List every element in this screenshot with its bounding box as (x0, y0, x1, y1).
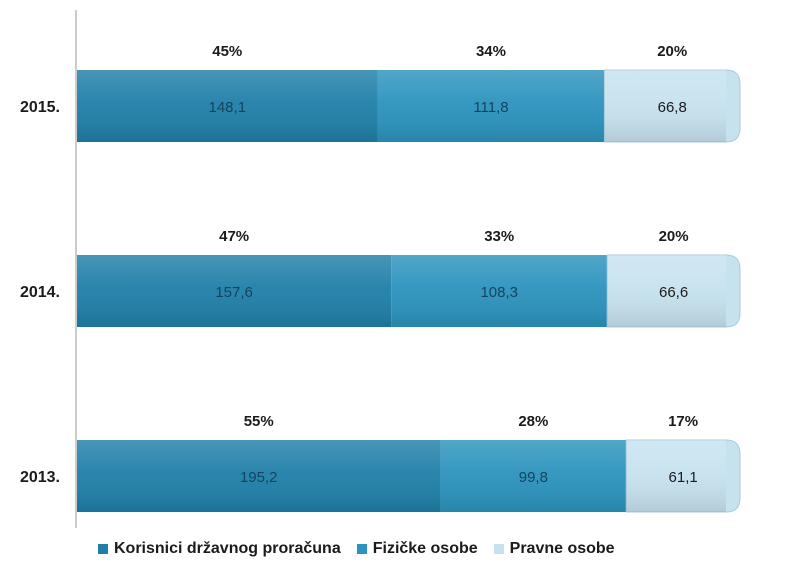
share-label-2015-pravne: 20% (657, 43, 687, 60)
legend-item-korisnici: Korisnici državnog proračuna (98, 540, 341, 558)
legend-swatch-fizicke (356, 544, 367, 554)
bar-shine-2013-korisnici (77, 440, 441, 512)
share-label-2014-pravne: 20% (659, 228, 689, 245)
bar-shine-2015-pravne (604, 70, 726, 142)
bar-shine-2014-korisnici (77, 255, 392, 327)
value-label-2014-fizicke: 108,3 (480, 284, 518, 301)
share-label-2013-korisnici: 55% (244, 413, 274, 430)
bar-shine-2015-fizicke (377, 70, 605, 142)
bar-shine-2014-pravne (607, 255, 726, 327)
bar-shine-2014-fizicke (391, 255, 608, 327)
value-label-2015-pravne: 66,8 (658, 99, 687, 116)
value-label-2013-korisnici: 195,2 (240, 469, 278, 486)
bars-group: 148,1 45% 111,8 34% 66,8 20% 157,6 47% 108,3 33% 6… (77, 43, 741, 513)
category-label-2013: 2013. (20, 469, 60, 486)
share-label-2015-fizicke: 34% (476, 43, 506, 60)
legend-label-korisnici: Korisnici državnog proračuna (114, 540, 341, 557)
legend-item-fizicke: Fizičke osobe (356, 540, 478, 558)
legend-label-fizicke: Fizičke osobe (372, 540, 478, 557)
share-label-2014-korisnici: 47% (219, 228, 249, 245)
bar-shine-2013-pravne (626, 440, 726, 512)
share-label-2013-pravne: 17% (668, 413, 698, 430)
value-label-2013-pravne: 61,1 (669, 469, 698, 486)
legend-swatch-pravne (493, 544, 504, 554)
legend: Korisnici državnog proračuna Fizičke oso… (98, 540, 615, 558)
share-label-2013-fizicke: 28% (518, 413, 548, 430)
share-label-2014-fizicke: 33% (484, 228, 514, 245)
legend-label-pravne: Pravne osobe (509, 540, 615, 557)
legend-swatch-korisnici (98, 544, 108, 554)
bar-shine-2013-fizicke (440, 440, 627, 512)
value-label-2013-fizicke: 99,8 (519, 469, 548, 486)
category-label-2014: 2014. (20, 284, 60, 301)
share-label-2015-korisnici: 45% (212, 43, 242, 60)
value-label-2014-korisnici: 157,6 (215, 284, 253, 301)
value-label-2015-fizicke: 111,8 (473, 99, 508, 116)
category-label-2015: 2015. (20, 99, 60, 116)
legend-item-pravne: Pravne osobe (493, 540, 615, 558)
value-label-2014-pravne: 66,6 (659, 284, 688, 301)
value-label-2015-korisnici: 148,1 (209, 99, 247, 116)
bar-shine-2015-korisnici (77, 70, 378, 142)
